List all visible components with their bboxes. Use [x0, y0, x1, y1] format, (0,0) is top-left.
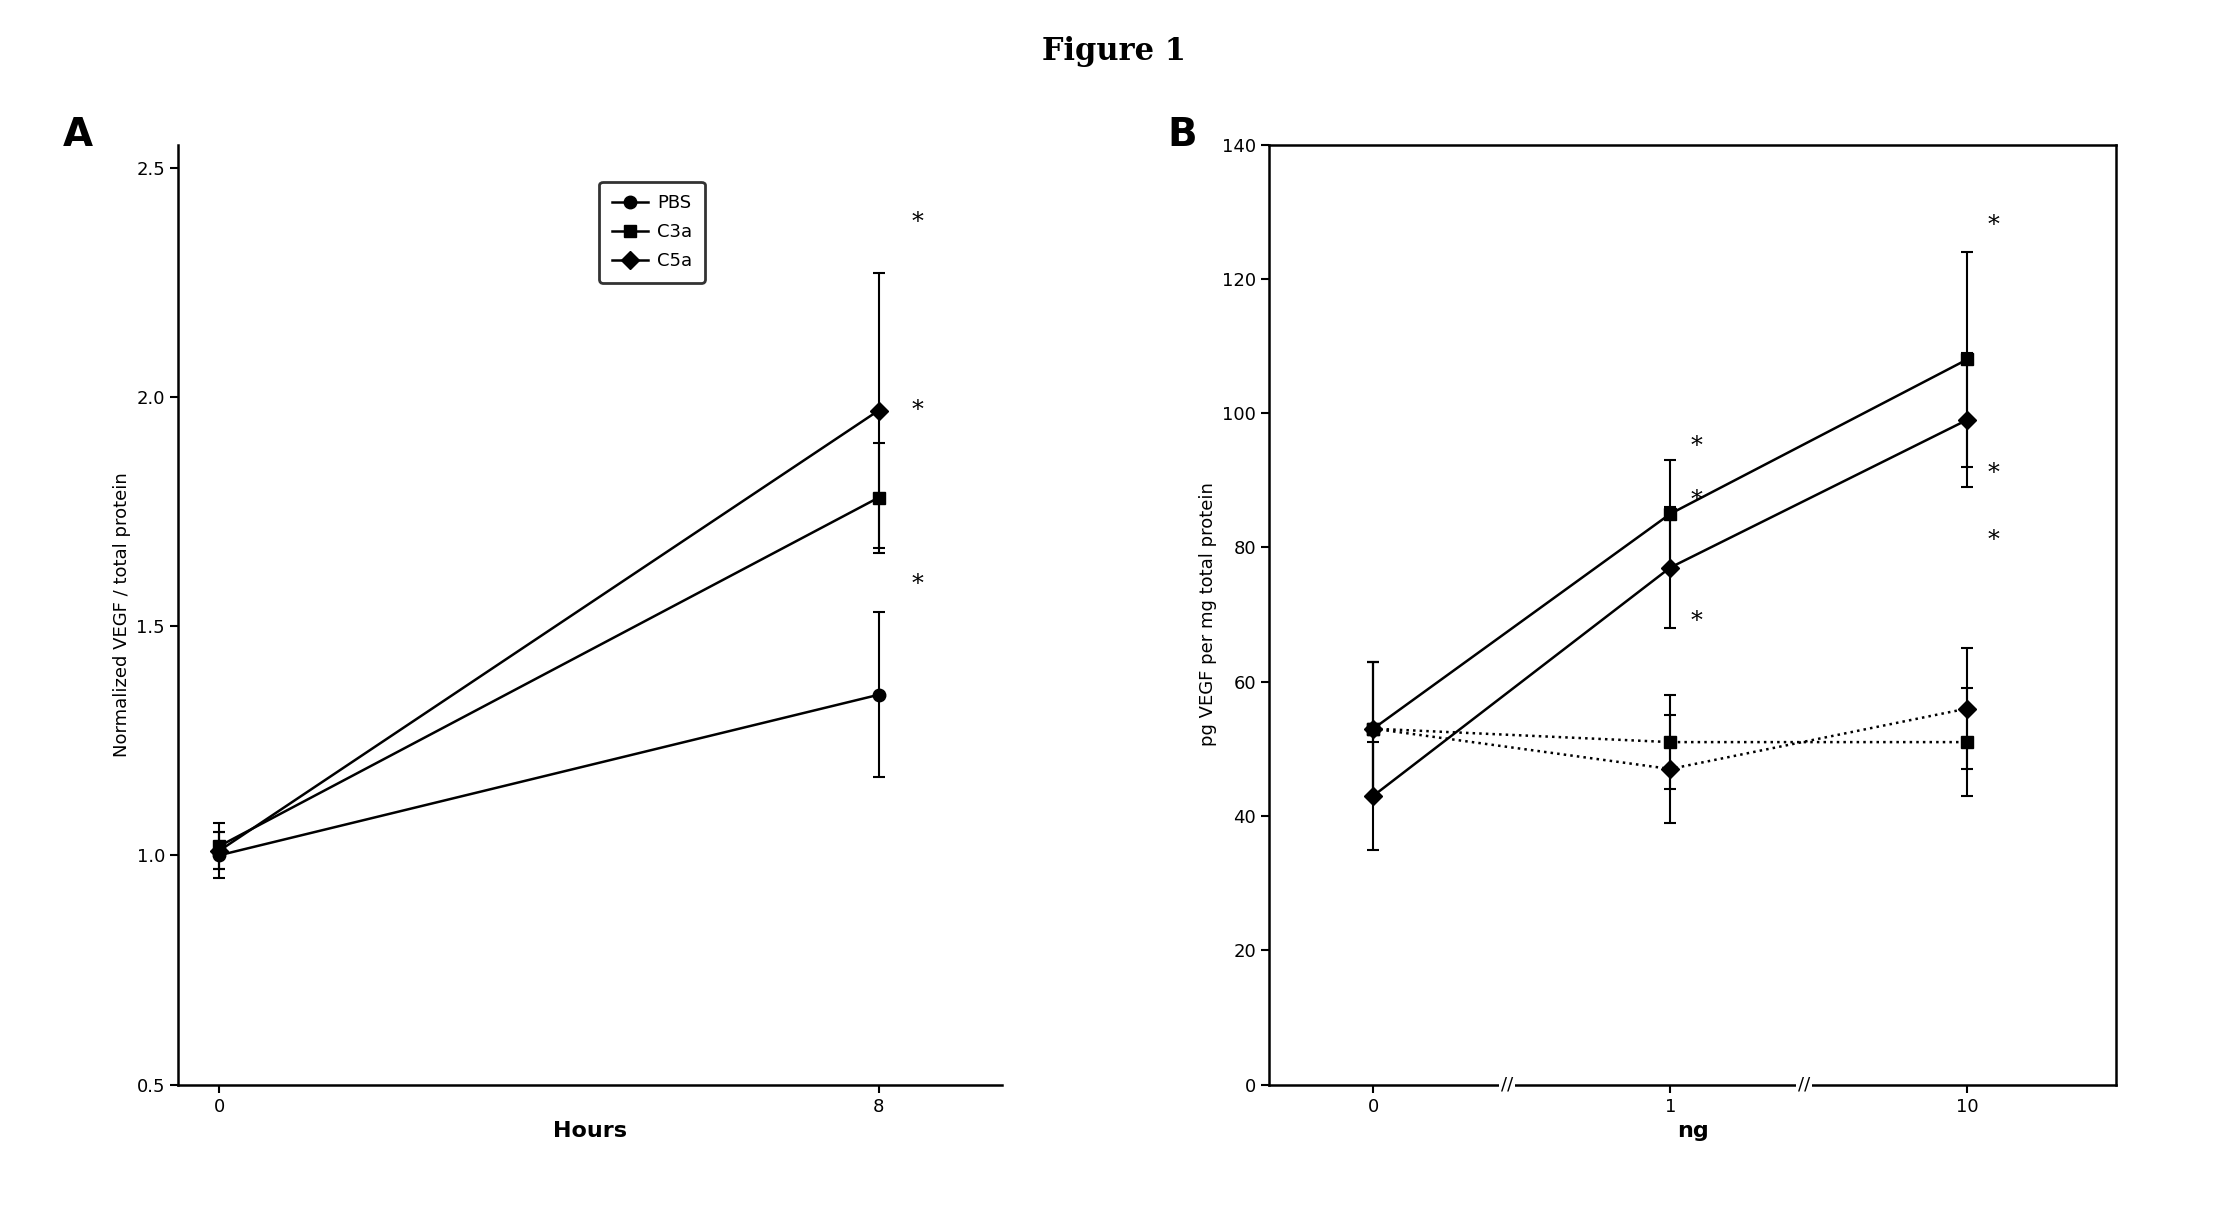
Text: *: *: [1690, 610, 1704, 633]
Text: //: //: [1797, 1076, 1811, 1093]
Text: *: *: [911, 574, 924, 596]
Text: *: *: [1690, 435, 1704, 458]
Text: //: //: [1501, 1076, 1512, 1093]
X-axis label: Hours: Hours: [552, 1121, 628, 1141]
Y-axis label: Normalized VEGF / total protein: Normalized VEGF / total protein: [114, 472, 131, 757]
Text: *: *: [1989, 213, 2000, 236]
Y-axis label: pg VEGF per mg total protein: pg VEGF per mg total protein: [1198, 483, 1216, 746]
Text: B: B: [1167, 117, 1198, 154]
Text: *: *: [911, 211, 924, 234]
Text: *: *: [1690, 489, 1704, 512]
X-axis label: ng: ng: [1677, 1121, 1708, 1141]
Legend: PBS, C3a, C5a: PBS, C3a, C5a: [599, 182, 704, 283]
Text: A: A: [62, 117, 94, 154]
Text: *: *: [1989, 529, 2000, 552]
Text: Figure 1: Figure 1: [1042, 36, 1185, 67]
Text: *: *: [1989, 462, 2000, 486]
Text: *: *: [911, 399, 924, 422]
